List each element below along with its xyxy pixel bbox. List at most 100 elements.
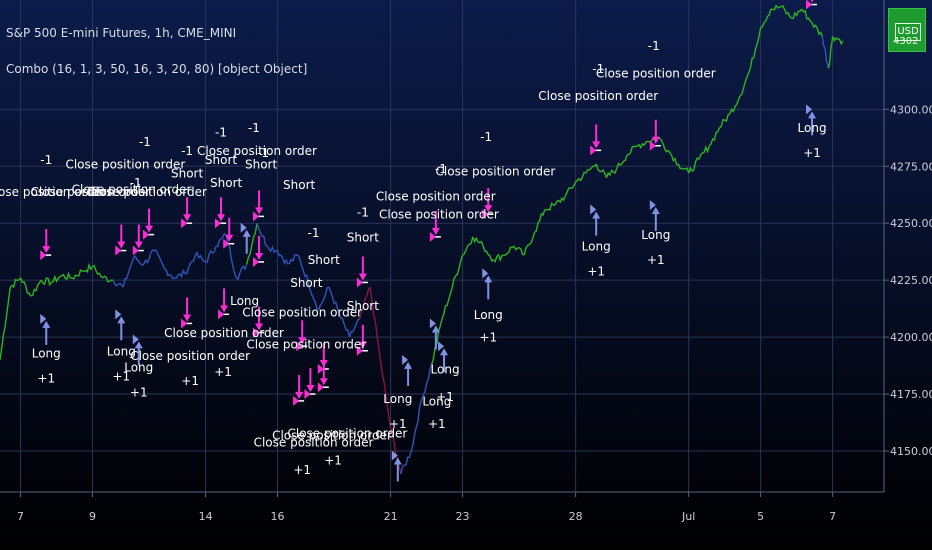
trade-label: Close position order — [0, 185, 106, 199]
price-segment — [164, 268, 175, 280]
trade-label: Close position order — [72, 183, 192, 197]
fill-triangle — [590, 204, 597, 215]
trade-label: Close position order — [272, 429, 392, 443]
price-segment — [827, 36, 834, 69]
price-segment — [657, 136, 669, 153]
trade-label: Short — [290, 276, 322, 290]
price-segment — [575, 171, 587, 183]
fill-triangle — [806, 0, 813, 10]
price-segment — [122, 257, 135, 288]
x-tick-label: Jul — [681, 510, 695, 523]
currency-badge[interactable]: USD — [888, 8, 926, 52]
price-segment — [791, 8, 803, 20]
price-segment — [266, 245, 278, 254]
y-tick-label: 4150.00 — [890, 445, 932, 458]
symbol-title[interactable]: S&P 500 E-mini Futures, 1h, CME_MINI — [6, 26, 237, 40]
y-tick-label: 4225.00 — [890, 274, 932, 287]
trade-label: +1 — [293, 463, 311, 477]
fill-triangle — [429, 231, 436, 242]
price-segment — [9, 277, 22, 289]
sell-arrow-head — [484, 205, 493, 213]
trade-label: Close position order — [538, 89, 658, 103]
fill-triangle — [590, 145, 597, 156]
fill-triangle — [115, 245, 122, 256]
fill-triangle — [482, 209, 489, 220]
price-segment — [410, 400, 423, 452]
price-segment — [492, 253, 504, 263]
price-segment — [472, 236, 484, 247]
trade-label: Close position order — [254, 435, 374, 449]
buy-arrow-head — [393, 457, 402, 465]
trade-markers — [40, 0, 818, 482]
price-segment — [307, 282, 320, 311]
trade-label: +1 — [181, 374, 199, 388]
price-segment — [400, 450, 412, 474]
fill-triangle — [40, 313, 47, 324]
sell-arrow-head — [217, 214, 225, 222]
fill-triangle — [132, 334, 139, 345]
sell-arrow-head — [358, 341, 367, 349]
trade-label: Short — [171, 167, 203, 181]
price-segment — [554, 195, 566, 206]
trade-label: +1 — [324, 454, 342, 468]
price-segment — [174, 269, 186, 279]
currency-label[interactable]: USD — [895, 23, 921, 41]
price-segment — [420, 364, 433, 402]
fill-triangle — [253, 327, 260, 338]
fill-triangle — [293, 395, 300, 406]
sell-arrow-head — [145, 225, 154, 233]
fill-triangle — [304, 389, 311, 400]
fill-triangle — [649, 200, 656, 210]
sell-arrow-head — [592, 141, 601, 149]
trade-label: Close position order — [65, 158, 185, 172]
price-segment — [19, 277, 32, 297]
buy-arrow-head — [484, 275, 493, 283]
buy-arrow-head — [592, 211, 601, 219]
buy-arrow-head — [651, 207, 660, 214]
price-segment — [235, 263, 248, 281]
price-segment — [256, 222, 268, 247]
fill-triangle — [438, 341, 445, 352]
indicator-legend[interactable]: Combo (16, 1, 3, 50, 16, 3, 20, 80) [obj… — [6, 62, 308, 76]
sell-arrow-head — [431, 227, 440, 235]
sell-arrow-head — [183, 214, 192, 222]
x-tick-label: 16 — [271, 510, 285, 523]
grid — [0, 0, 884, 492]
trade-label: -1 — [215, 126, 227, 140]
trade-label: Short — [347, 230, 379, 244]
price-segment — [616, 154, 628, 169]
trade-label: Close position order — [246, 338, 366, 352]
sell-arrow-head — [134, 241, 143, 249]
price-segment — [143, 249, 155, 265]
buy-arrow-head — [404, 361, 413, 369]
fill-triangle — [240, 222, 247, 233]
price-segment — [154, 249, 166, 270]
trade-label: Close position order — [242, 306, 362, 320]
price-segment — [534, 209, 546, 233]
trade-label: -1 — [130, 176, 142, 190]
sell-arrow-head — [42, 246, 51, 254]
trade-label: Close position order — [436, 164, 556, 178]
x-tick-label: 21 — [384, 510, 398, 523]
price-segment — [194, 251, 206, 263]
trade-label: Close position order — [31, 185, 151, 199]
sell-arrow-head — [306, 385, 315, 393]
x-tick-label: 28 — [569, 510, 583, 523]
buy-arrow-head — [117, 316, 126, 324]
price-segment — [40, 277, 52, 287]
trade-label: Short — [210, 176, 242, 190]
price-segment — [801, 8, 813, 24]
trade-label: -1 — [139, 135, 151, 149]
x-tick-label: 5 — [757, 510, 764, 523]
price-segment — [0, 286, 11, 360]
trade-label: Long — [641, 228, 670, 242]
price-segment — [92, 264, 104, 279]
sell-arrow-head — [295, 391, 304, 399]
fill-triangle — [649, 140, 656, 151]
buy-arrow-head — [242, 229, 251, 237]
price-segment — [297, 254, 310, 283]
fill-triangle — [181, 318, 188, 329]
trade-label: Close position order — [87, 185, 207, 199]
